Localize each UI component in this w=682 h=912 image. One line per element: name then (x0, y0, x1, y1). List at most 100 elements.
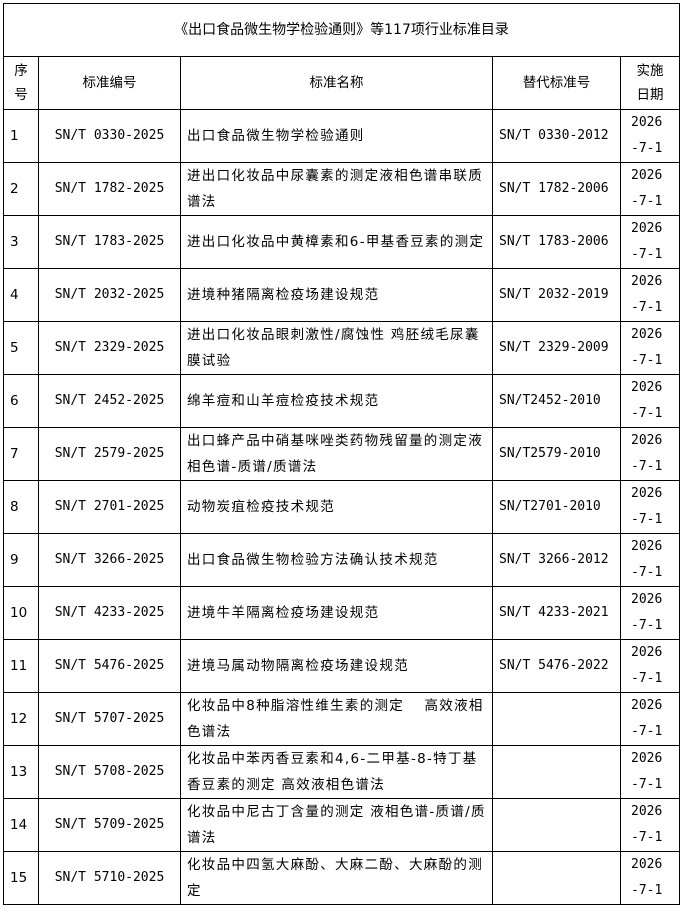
effective-date-text: 2026-7-1 (631, 433, 663, 474)
effective-date: 2026-7-1 (620, 215, 680, 269)
replaced-standard-text: SN/T 1783-2006 (499, 234, 609, 249)
standard-code: SN/T 1783-2025 (38, 215, 181, 269)
replaced-standard-text: SN/T 2032-2019 (499, 287, 609, 302)
effective-date-text: 2026-7-1 (631, 327, 663, 368)
replaced-standard-text: SN/T 2329-2009 (499, 340, 609, 355)
row-number: 6 (3, 374, 39, 428)
standard-code: SN/T 5707-2025 (38, 692, 181, 746)
replaced-standard: SN/T2579-2010 (492, 427, 621, 481)
table-row: 1 SN/T 0330-2025 出口食品微生物学检验通则 SN/T 0330-201… (3, 109, 680, 163)
standards-table: 《出口食品微生物学检验通则》等117项行业标准目录 序号 标准编号 标准名称 替… (3, 3, 680, 905)
effective-date-text: 2026-7-1 (631, 539, 663, 580)
standard-code: SN/T 5476-2025 (38, 639, 181, 693)
standard-code: SN/T 2452-2025 (38, 374, 181, 428)
standard-name: 进境种猪隔离检疫场建设规范 (180, 268, 493, 322)
row-number: 10 (3, 586, 39, 640)
effective-date-text: 2026-7-1 (631, 168, 663, 209)
effective-date-text: 2026-7-1 (631, 592, 663, 633)
effective-date: 2026-7-1 (620, 321, 680, 375)
replaced-standard: SN/T 3266-2012 (492, 533, 621, 587)
replaced-standard: SN/T 2329-2009 (492, 321, 621, 375)
standard-name: 动物炭疽检疫技术规范 (180, 480, 493, 534)
table-row: 10 SN/T 4233-2025 进境牛羊隔离检疫场建设规范 SN/T 4233-2… (3, 586, 680, 640)
row-number: 15 (3, 851, 39, 905)
row-number: 14 (3, 798, 39, 852)
effective-date-text: 2026-7-1 (631, 857, 663, 898)
effective-date: 2026-7-1 (620, 639, 680, 693)
replaced-standard (492, 798, 621, 852)
header-replaces: 替代标准号 (492, 56, 621, 110)
replaced-standard-text: SN/T2579-2010 (499, 446, 601, 461)
standard-name: 出口食品微生物检验方法确认技术规范 (180, 533, 493, 587)
header-date: 实施日期 (620, 56, 680, 110)
row-number: 5 (3, 321, 39, 375)
standard-name: 化妆品中8种脂溶性维生素的测定 高效液相色谱法 (180, 692, 493, 746)
replaced-standard (492, 745, 621, 799)
table-row: 13 SN/T 5708-2025 化妆品中苯丙香豆素和4,6-二甲基-8-特丁基香… (3, 745, 680, 799)
effective-date: 2026-7-1 (620, 745, 680, 799)
header-no: 序号 (3, 56, 39, 110)
standard-name: 化妆品中苯丙香豆素和4,6-二甲基-8-特丁基香豆素的测定 高效液相色谱法 (180, 745, 493, 799)
row-number: 11 (3, 639, 39, 693)
table-row: 12 SN/T 5707-2025 化妆品中8种脂溶性维生素的测定 高效液相色谱法 2… (3, 692, 680, 746)
replaced-standard: SN/T2452-2010 (492, 374, 621, 428)
replaced-standard-text: SN/T 3266-2012 (499, 552, 609, 567)
row-number: 12 (3, 692, 39, 746)
standard-code: SN/T 2701-2025 (38, 480, 181, 534)
table-row: 8 SN/T 2701-2025 动物炭疽检疫技术规范 SN/T2701-2010 20… (3, 480, 680, 534)
replaced-standard-text: SN/T 5476-2022 (499, 658, 609, 673)
standard-code: SN/T 5710-2025 (38, 851, 181, 905)
row-number: 3 (3, 215, 39, 269)
table-row: 7 SN/T 2579-2025 出口蜂产品中硝基咪唑类药物残留量的测定液相色谱-质… (3, 427, 680, 481)
replaced-standard-text: SN/T 0330-2012 (499, 128, 609, 143)
standard-name: 出口蜂产品中硝基咪唑类药物残留量的测定液相色谱-质谱/质谱法 (180, 427, 493, 481)
row-number: 9 (3, 533, 39, 587)
table-row: 3 SN/T 1783-2025 进出口化妆品中黄樟素和6-甲基香豆素的测定 SN/T… (3, 215, 680, 269)
standard-code: SN/T 2329-2025 (38, 321, 181, 375)
standard-name: 进境马属动物隔离检疫场建设规范 (180, 639, 493, 693)
effective-date: 2026-7-1 (620, 692, 680, 746)
header-row: 序号 标准编号 标准名称 替代标准号 实施日期 (3, 56, 680, 110)
replaced-standard-text: SN/T 4233-2021 (499, 605, 609, 620)
replaced-standard: SN/T 2032-2019 (492, 268, 621, 322)
effective-date: 2026-7-1 (620, 533, 680, 587)
row-number: 8 (3, 480, 39, 534)
header-code: 标准编号 (38, 56, 181, 110)
effective-date: 2026-7-1 (620, 586, 680, 640)
row-number: 7 (3, 427, 39, 481)
table-row: 6 SN/T 2452-2025 绵羊痘和山羊痘检疫技术规范 SN/T2452-201… (3, 374, 680, 428)
standard-name: 出口食品微生物学检验通则 (180, 109, 493, 163)
row-number: 2 (3, 162, 39, 216)
table-row: 11 SN/T 5476-2025 进境马属动物隔离检疫场建设规范 SN/T 5476… (3, 639, 680, 693)
effective-date: 2026-7-1 (620, 162, 680, 216)
standard-name: 进出口化妆品眼刺激性/腐蚀性 鸡胚绒毛尿囊膜试验 (180, 321, 493, 375)
table-row: 4 SN/T 2032-2025 进境种猪隔离检疫场建设规范 SN/T 2032-20… (3, 268, 680, 322)
standard-code: SN/T 0330-2025 (38, 109, 181, 163)
standard-code: SN/T 5709-2025 (38, 798, 181, 852)
standard-code: SN/T 4233-2025 (38, 586, 181, 640)
effective-date: 2026-7-1 (620, 427, 680, 481)
standard-name: 化妆品中尼古丁含量的测定 液相色谱-质谱/质谱法 (180, 798, 493, 852)
standard-code: SN/T 2579-2025 (38, 427, 181, 481)
replaced-standard-text: SN/T 1782-2006 (499, 181, 609, 196)
replaced-standard: SN/T2701-2010 (492, 480, 621, 534)
table-row: 15 SN/T 5710-2025 化妆品中四氢大麻酚、大麻二酚、大麻酚的测定 202… (3, 851, 680, 905)
standard-code: SN/T 2032-2025 (38, 268, 181, 322)
table-row: 5 SN/T 2329-2025 进出口化妆品眼刺激性/腐蚀性 鸡胚绒毛尿囊膜试验 S… (3, 321, 680, 375)
replaced-standard (492, 692, 621, 746)
effective-date: 2026-7-1 (620, 268, 680, 322)
effective-date: 2026-7-1 (620, 798, 680, 852)
header-name: 标准名称 (180, 56, 493, 110)
table-title: 《出口食品微生物学检验通则》等117项行业标准目录 (3, 3, 680, 57)
effective-date-text: 2026-7-1 (631, 751, 663, 792)
effective-date: 2026-7-1 (620, 851, 680, 905)
replaced-standard (492, 851, 621, 905)
table-row: 2 SN/T 1782-2025 进出口化妆品中尿囊素的测定液相色谱串联质谱法 SN/… (3, 162, 680, 216)
row-number: 1 (3, 109, 39, 163)
replaced-standard-text: SN/T2701-2010 (499, 499, 601, 514)
standard-name: 化妆品中四氢大麻酚、大麻二酚、大麻酚的测定 (180, 851, 493, 905)
standard-name: 进出口化妆品中尿囊素的测定液相色谱串联质谱法 (180, 162, 493, 216)
effective-date-text: 2026-7-1 (631, 115, 663, 156)
row-number: 13 (3, 745, 39, 799)
effective-date: 2026-7-1 (620, 480, 680, 534)
